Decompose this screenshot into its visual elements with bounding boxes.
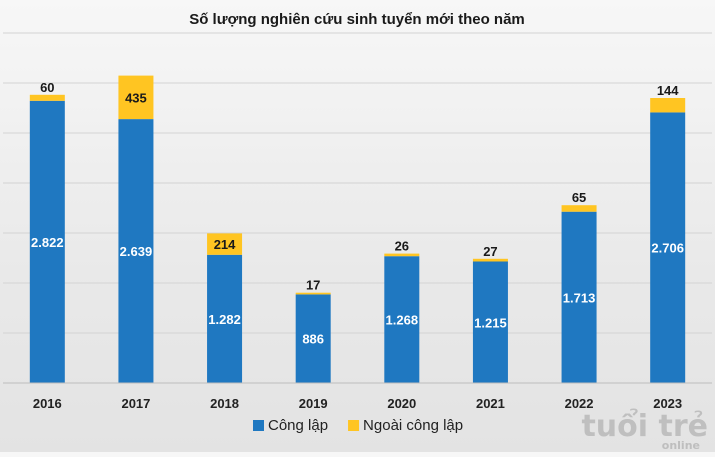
x-tick-label-2023: 2023 [653,396,682,411]
data-label-cong-lap-2018: 1.282 [208,312,241,327]
bars [29,75,686,384]
legend-swatch-1 [348,420,360,431]
bar-cong-lap-2022 [561,211,597,383]
bar-ngoai-cong-lap-2017 [118,75,154,120]
x-tick-label-2022: 2022 [565,396,594,411]
x-tick-label-2021: 2021 [476,396,505,411]
bar-ngoai-cong-lap-2019 [295,292,331,295]
data-label-ngoai-cong-lap-2016: 60 [40,80,54,95]
data-label-cong-lap-2017: 2.639 [120,244,153,259]
data-label-cong-lap-2016: 2.822 [31,235,64,250]
bar-ngoai-cong-lap-2023 [650,98,686,113]
legend: Công lập Ngoài công lập [253,417,463,434]
x-tick-label-2018: 2018 [210,396,239,411]
data-label-ngoai-cong-lap-2017: 435 [125,90,147,105]
data-label-cong-lap-2021: 1.215 [474,315,507,330]
chart-title: Số lượng nghiên cứu sinh tuyển mới theo … [189,11,525,28]
bar-cong-lap-2023 [650,112,686,384]
watermark-logo-subtext: online [662,439,700,452]
data-label-ngoai-cong-lap-2021: 27 [483,244,497,259]
data-label-ngoai-cong-lap-2023: 144 [657,83,679,98]
bar-ngoai-cong-lap-2022 [561,205,597,212]
watermark-logo-text: tuổi trẻ [581,408,708,444]
data-label-ngoai-cong-lap-2022: 65 [572,190,586,205]
legend-label-0: Công lập [268,417,328,434]
gridlines [3,32,712,334]
data-label-ngoai-cong-lap-2020: 26 [395,239,409,254]
legend-swatch-0 [253,420,264,431]
legend-label-1: Ngoài công lập [363,417,463,434]
x-tick-label-2019: 2019 [299,396,328,411]
data-label-ngoai-cong-lap-2019: 17 [306,278,320,293]
bar-ngoai-cong-lap-2021 [472,258,508,262]
bar-cong-lap-2021 [472,261,508,383]
x-tick-label-2016: 2016 [33,396,62,411]
data-label-ngoai-cong-lap-2018: 214 [214,237,236,252]
data-label-cong-lap-2022: 1.713 [563,290,596,305]
x-axis: 2016 2017 2018 2019 2020 2021 2022 2023 [3,382,712,411]
bar-ngoai-cong-lap-2016 [29,94,65,101]
x-tick-label-2017: 2017 [121,396,150,411]
bar-cong-lap-2016 [29,100,65,384]
bar-cong-lap-2019 [295,294,331,383]
x-tick-label-2020: 2020 [387,396,416,411]
bar-cong-lap-2020 [384,256,420,383]
data-label-cong-lap-2020: 1.268 [386,313,419,328]
data-label-cong-lap-2019: 886 [302,332,324,347]
bar-ngoai-cong-lap-2020 [384,253,420,257]
data-labels: 2.822 60 2.639 435 1.282 214 886 17 1.268 26 1.215… [31,80,684,347]
bar-cong-lap-2018 [207,254,243,383]
bar-ngoai-cong-lap-2018 [207,233,243,255]
data-label-cong-lap-2023: 2.706 [651,241,684,256]
bar-cong-lap-2017 [118,119,154,383]
